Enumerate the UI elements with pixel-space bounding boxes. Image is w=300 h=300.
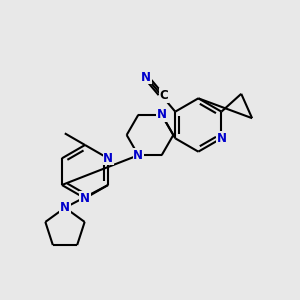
Text: N: N	[216, 132, 226, 145]
Text: N: N	[133, 149, 143, 162]
Text: N: N	[103, 152, 113, 165]
Text: N: N	[80, 192, 90, 205]
Text: N: N	[157, 108, 167, 121]
Text: N: N	[141, 71, 151, 84]
Text: C: C	[159, 89, 168, 102]
Text: N: N	[60, 201, 70, 214]
